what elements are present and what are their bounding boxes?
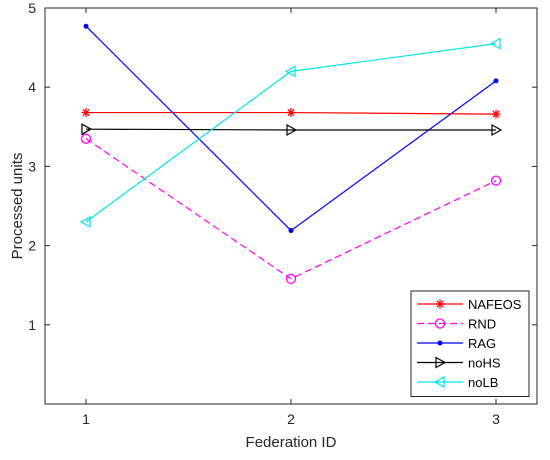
marker-triangle-right — [81, 123, 93, 136]
marker-dot — [437, 340, 443, 346]
marker-triangle-right — [491, 123, 503, 136]
marker-triangle-left — [489, 37, 501, 50]
series-nafeos — [81, 108, 501, 119]
legend-label: NAFEOS — [468, 297, 522, 312]
marker-circle — [80, 133, 92, 144]
y-tick-label: 2 — [28, 238, 36, 254]
y-axis-title: Processed units — [9, 153, 26, 260]
series-line-nolb — [85, 43, 497, 223]
legend-label: noHS — [468, 356, 501, 371]
series-line-rnd — [85, 138, 497, 280]
legend-item-rag: RAG — [417, 336, 496, 351]
marker-circle — [434, 318, 446, 329]
marker-triangle-right — [435, 356, 447, 369]
marker-triangle-left — [284, 65, 296, 78]
legend-item-nohs: noHS — [417, 356, 501, 371]
series-rnd — [80, 133, 502, 285]
y-tick-label: 3 — [28, 158, 36, 174]
marker-dot — [83, 23, 89, 29]
marker-triangle-right — [286, 123, 298, 136]
legend-label: RND — [468, 317, 496, 332]
legend-label: RAG — [468, 336, 496, 351]
y-tick-label: 5 — [28, 0, 36, 16]
marker-circle — [285, 273, 297, 285]
marker-triangle-left — [433, 375, 445, 389]
y-tick-label: 1 — [28, 317, 36, 333]
marker-asterisk — [491, 109, 501, 119]
series-nolb — [79, 37, 501, 228]
x-tick-label: 2 — [287, 411, 295, 427]
legend-box — [410, 290, 530, 397]
marker-asterisk — [435, 299, 445, 309]
marker-dot — [288, 228, 294, 234]
legend-item-nafeos: NAFEOS — [417, 297, 522, 312]
series-rag — [83, 23, 499, 234]
marker-circle — [490, 175, 502, 186]
marker-triangle-left — [79, 215, 91, 228]
plot-frame — [44, 7, 538, 405]
x-axis-title: Federation ID — [246, 434, 337, 451]
tick-labels: 1 2 3 1 2 3 4 5 — [28, 0, 500, 427]
x-tick-label: 3 — [492, 411, 500, 427]
series-line-nohs — [85, 128, 496, 131]
series-lines — [79, 23, 503, 285]
marker-asterisk — [286, 108, 296, 118]
marker-asterisk — [81, 108, 91, 118]
legend-item-nolb: noLB — [417, 375, 498, 390]
y-tick-label: 4 — [28, 79, 36, 95]
legend-item-rnd: RND — [417, 317, 496, 332]
marker-dot — [493, 78, 499, 84]
x-tick-label: 1 — [82, 411, 90, 427]
series-nohs — [81, 123, 503, 136]
legend-label: noLB — [468, 375, 498, 390]
legend: NAFEOS RND RAG noHS noLB — [410, 290, 530, 397]
